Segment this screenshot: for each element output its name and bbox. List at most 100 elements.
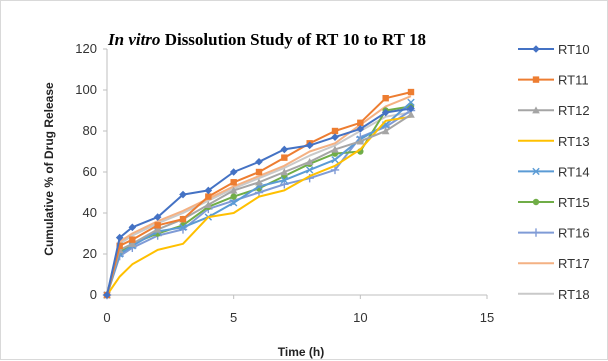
data-point-rt10 xyxy=(331,133,339,141)
legend-label-rt18: RT18 xyxy=(558,287,590,302)
data-point-rt12 xyxy=(128,239,137,247)
data-point-rt14 xyxy=(229,199,238,207)
data-point-rt12 xyxy=(331,145,339,153)
legend-label-rt14: RT14 xyxy=(558,164,590,179)
data-point-rt11 xyxy=(154,222,161,229)
data-point-rt11 xyxy=(331,127,339,135)
data-point-rt12 xyxy=(204,201,213,208)
data-point-rt10 xyxy=(255,157,263,166)
legend-marker-rt10 xyxy=(532,45,540,53)
data-point-rt10 xyxy=(229,168,238,176)
x-tick-label: 0 xyxy=(103,310,110,325)
data-point-rt10 xyxy=(153,213,162,221)
x-axis-title: Time (h) xyxy=(278,345,324,359)
y-axis-title: Cumulative % of Drug Release xyxy=(42,82,56,256)
data-point-rt11 xyxy=(407,88,415,96)
legend-marker-rt15 xyxy=(532,198,540,206)
legend-item-rt10: RT10 xyxy=(518,42,590,57)
series-line-rt12 xyxy=(106,113,412,296)
data-point-rt10 xyxy=(128,223,137,232)
y-tick-label: 60 xyxy=(83,164,97,179)
chart-title-rest: Dissolution Study of RT 10 to RT 18 xyxy=(160,30,426,49)
series-line-rt14 xyxy=(106,101,412,296)
series-rt10 xyxy=(103,104,415,299)
data-point-rt14 xyxy=(280,176,289,184)
data-point-rt12 xyxy=(229,186,238,194)
data-point-rt12 xyxy=(305,157,314,165)
data-point-rt11 xyxy=(205,193,212,200)
data-point-rt16 xyxy=(280,180,289,189)
data-point-rt14 xyxy=(305,166,314,174)
data-point-rt15 xyxy=(230,193,237,200)
series-rt14 xyxy=(103,98,415,299)
data-point-rt10 xyxy=(305,141,314,150)
chart-title-italic: In vitro xyxy=(107,30,160,49)
data-point-rt14 xyxy=(407,98,415,106)
series-rt15 xyxy=(103,103,415,299)
y-tick-label: 100 xyxy=(75,82,97,97)
data-point-rt11 xyxy=(281,154,288,161)
data-point-rt12 xyxy=(356,137,365,145)
data-point-rt10 xyxy=(103,291,111,299)
data-point-rt10 xyxy=(407,104,415,113)
data-point-rt11 xyxy=(255,168,263,176)
y-tick-label: 0 xyxy=(90,287,97,302)
legend-label-rt15: RT15 xyxy=(558,195,590,210)
data-point-rt14 xyxy=(179,223,187,232)
chart-title: In vitro Dissolution Study of RT 10 to R… xyxy=(107,30,426,49)
data-point-rt12 xyxy=(381,127,390,135)
legend-label-rt13: RT13 xyxy=(558,134,590,149)
series-line-rt18 xyxy=(106,111,412,296)
data-point-rt10 xyxy=(204,186,213,195)
legend-item-rt13: RT13 xyxy=(518,134,590,149)
legend-label-rt17: RT17 xyxy=(558,256,590,271)
legend-item-rt12: RT12 xyxy=(518,103,590,118)
data-point-rt10 xyxy=(280,145,289,154)
data-point-rt11 xyxy=(129,236,136,243)
data-point-rt11 xyxy=(357,119,364,126)
series-rt17 xyxy=(106,95,412,296)
series-line-rt17 xyxy=(106,95,412,296)
data-point-rt16 xyxy=(330,165,340,175)
series-rt18 xyxy=(106,111,412,296)
data-point-rt12 xyxy=(407,110,415,118)
series-line-rt13 xyxy=(106,115,412,296)
legend-label-rt10: RT10 xyxy=(558,42,590,57)
legend-marker-rt14 xyxy=(532,167,540,176)
data-point-rt12 xyxy=(255,178,263,186)
series-rt11 xyxy=(103,88,415,299)
data-point-rt11 xyxy=(179,215,187,223)
data-point-rt10 xyxy=(356,125,365,133)
legend-label-rt12: RT12 xyxy=(558,103,590,118)
x-tick-label: 15 xyxy=(480,310,494,325)
legend-marker-rt11 xyxy=(532,76,540,83)
data-point-rt11 xyxy=(230,179,237,186)
y-tick-label: 80 xyxy=(83,123,97,138)
data-point-rt12 xyxy=(153,225,162,233)
y-tick-label: 120 xyxy=(75,41,97,56)
series-line-rt11 xyxy=(106,91,412,296)
y-tick-label: 20 xyxy=(83,246,97,261)
data-point-rt10 xyxy=(179,190,187,199)
legend-item-rt17: RT17 xyxy=(518,256,590,271)
data-point-rt11 xyxy=(116,242,123,249)
data-point-rt12 xyxy=(280,168,289,176)
x-tick-label: 5 xyxy=(230,310,237,325)
legend-marker-rt16 xyxy=(531,228,541,237)
legend-label-rt16: RT16 xyxy=(558,226,590,241)
x-tick-label: 10 xyxy=(353,310,367,325)
legend-item-rt16: RT16 xyxy=(518,226,590,241)
legend-label-rt11: RT11 xyxy=(558,73,589,88)
series-line-rt10 xyxy=(106,107,412,296)
data-point-rt10 xyxy=(381,108,390,117)
legend-item-rt15: RT15 xyxy=(518,195,590,210)
legend-item-rt18: RT18 xyxy=(518,287,590,302)
legend-item-rt11: RT11 xyxy=(518,73,589,88)
series-rt13 xyxy=(106,115,412,296)
legend: RT10 RT11 RT12 RT13 RT14 RT15 RT16 RT17 RT18 xyxy=(518,42,590,302)
legend-item-rt14: RT14 xyxy=(518,164,590,179)
data-point-rt11 xyxy=(382,95,389,102)
series-layer xyxy=(102,88,416,300)
